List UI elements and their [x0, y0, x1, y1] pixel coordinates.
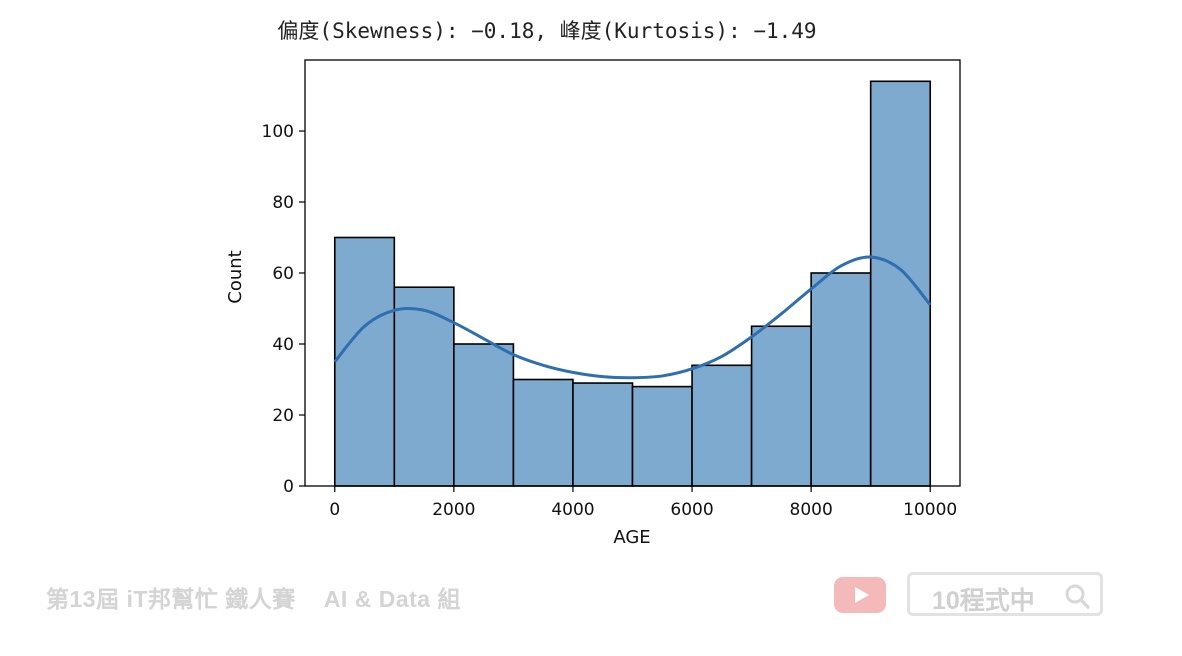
histogram-bar [333, 236, 396, 487]
y-axis-ticks: 0 20 40 60 80 100 [262, 122, 305, 497]
x-axis-label: AGE [613, 527, 650, 548]
x-tick-label: 6000 [670, 500, 713, 520]
histogram-bar [869, 80, 932, 487]
histogram-bar [393, 286, 455, 487]
y-tick-label: 40 [272, 335, 294, 355]
histogram-bar [691, 364, 753, 487]
histogram-bar [750, 325, 812, 487]
y-tick-label: 100 [262, 122, 294, 142]
bars-group [333, 80, 932, 487]
histogram-bar [631, 385, 693, 487]
chart-title: 偏度(Skewness): −0.18, 峰度(Kurtosis): −1.49 [277, 19, 816, 43]
y-tick-label: 80 [272, 193, 294, 213]
search-icon [1065, 584, 1090, 609]
y-axis-label: Count [225, 250, 246, 303]
x-tick-label: 4000 [551, 500, 594, 520]
x-axis-ticks: 0 2000 4000 6000 8000 10000 [329, 486, 957, 520]
histogram-bar [512, 378, 574, 487]
x-tick-label: 0 [329, 500, 340, 520]
group-label: AI & Data 組 [323, 586, 461, 612]
kde-curve [333, 255, 932, 380]
histogram-bar [572, 382, 634, 487]
x-tick-label: 2000 [432, 500, 475, 520]
event-label: 第13屆 iT邦幫忙 鐵人賽 [46, 586, 296, 612]
y-tick-label: 0 [283, 477, 294, 497]
search-text: 10程式中 [932, 587, 1035, 615]
footer-event-text: 第13屆 iT邦幫忙 鐵人賽 AI & Data 組 [46, 580, 461, 614]
histogram-bar [453, 343, 515, 487]
histogram-bar [810, 272, 872, 487]
y-tick-label: 20 [272, 406, 294, 426]
search-box[interactable]: 10程式中 [907, 572, 1103, 616]
x-tick-label: 8000 [790, 500, 833, 520]
x-tick-label: 10000 [903, 500, 957, 520]
youtube-icon[interactable] [834, 577, 886, 613]
y-tick-label: 60 [272, 264, 294, 284]
histogram-chart: 偏度(Skewness): −0.18, 峰度(Kurtosis): −1.49… [225, 19, 961, 548]
